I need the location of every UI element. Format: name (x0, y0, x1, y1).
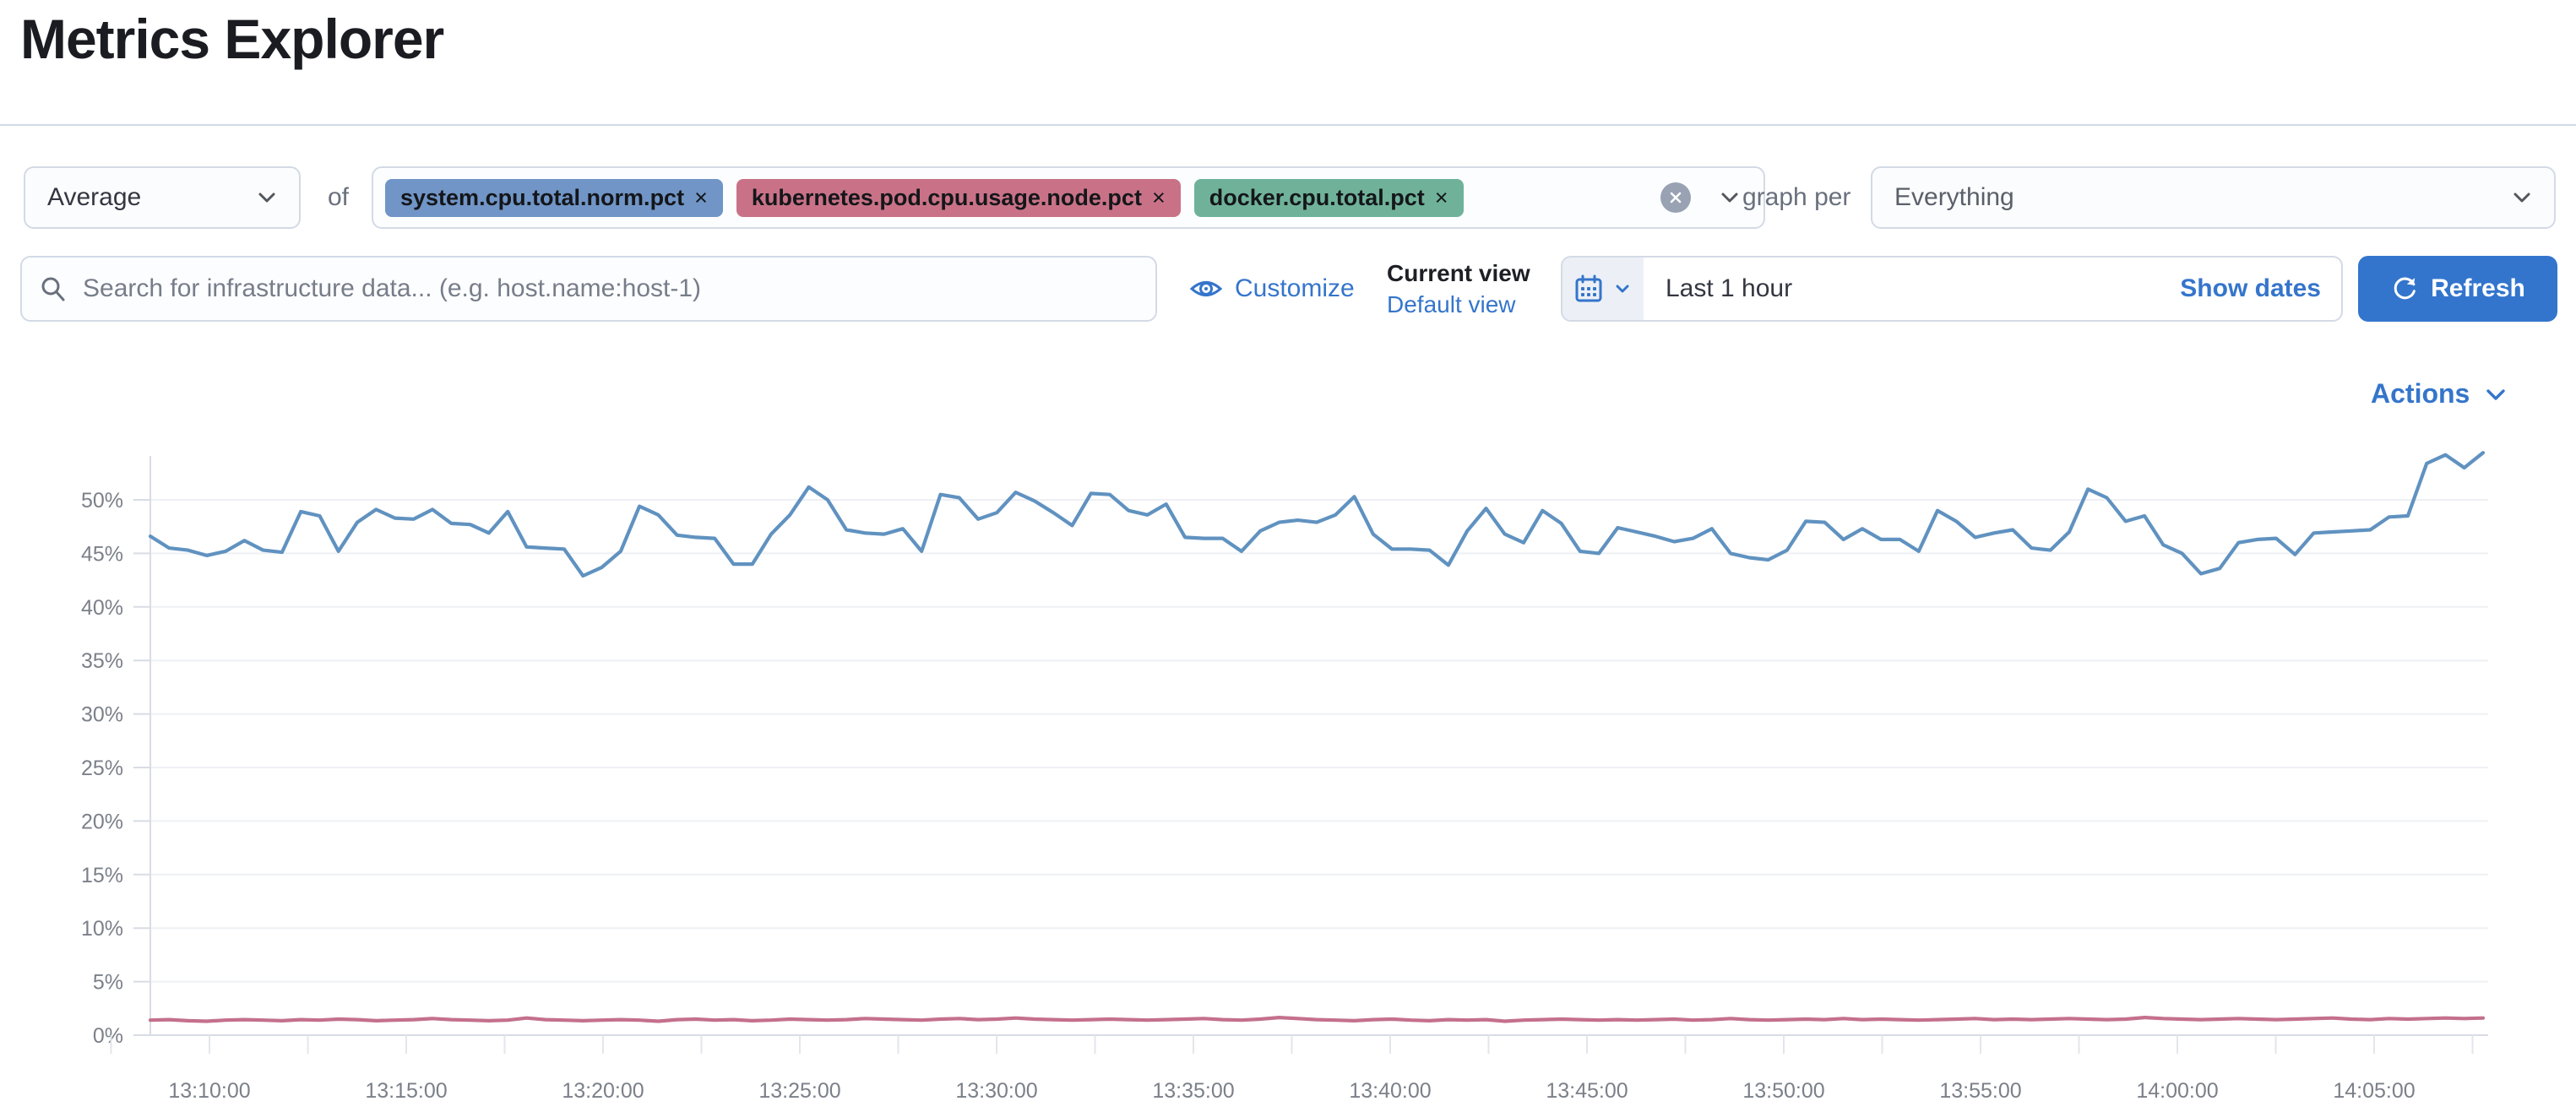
svg-text:0%: 0% (93, 1024, 123, 1048)
svg-text:10%: 10% (81, 917, 123, 941)
chevron-down-icon (2514, 193, 2530, 203)
graph-per-selected-value: Everything (1894, 183, 2014, 211)
current-view-label: Current view (1387, 260, 1530, 286)
svg-text:13:45:00: 13:45:00 (1546, 1079, 1628, 1103)
svg-text:45%: 45% (81, 542, 123, 566)
metric-pill-label: kubernetes.pod.cpu.usage.node.pct (751, 184, 1142, 210)
svg-text:13:55:00: 13:55:00 (1939, 1079, 2021, 1103)
svg-text:14:00:00: 14:00:00 (2136, 1079, 2218, 1103)
svg-text:13:50:00: 13:50:00 (1742, 1079, 1824, 1103)
quick-select-menu-button[interactable] (1562, 258, 1644, 320)
aggregation-select[interactable]: Average (24, 166, 301, 229)
chevron-down-icon (258, 193, 275, 203)
clear-metrics-button[interactable] (1660, 182, 1691, 213)
search-field[interactable] (20, 256, 1157, 322)
remove-metric-icon[interactable]: × (1434, 184, 1448, 210)
svg-text:5%: 5% (93, 971, 123, 995)
svg-text:20%: 20% (81, 810, 123, 833)
svg-text:50%: 50% (81, 489, 123, 513)
search-input[interactable] (83, 274, 1139, 303)
time-range-picker: Last 1 hour Show dates (1561, 256, 2343, 322)
metric-pill-label: system.cpu.total.norm.pct (400, 184, 685, 210)
svg-text:13:20:00: 13:20:00 (562, 1079, 644, 1103)
svg-text:35%: 35% (81, 649, 123, 673)
svg-text:13:30:00: 13:30:00 (955, 1079, 1037, 1103)
show-dates-button[interactable]: Show dates (2180, 274, 2321, 302)
refresh-label: Refresh (2431, 274, 2525, 302)
svg-text:13:15:00: 13:15:00 (365, 1079, 447, 1103)
svg-text:40%: 40% (81, 596, 123, 620)
svg-text:13:35:00: 13:35:00 (1152, 1079, 1234, 1103)
actions-label: Actions (2371, 378, 2470, 409)
chevron-down-icon[interactable] (1716, 184, 1743, 211)
customize-label: Customize (1235, 274, 1355, 302)
svg-text:14:05:00: 14:05:00 (2333, 1079, 2415, 1103)
metric-pills: system.cpu.total.norm.pct × kubernetes.pod… (385, 178, 1464, 217)
refresh-icon (2394, 277, 2416, 300)
aggregation-selected-value: Average (47, 183, 142, 211)
eye-icon (1189, 281, 1223, 296)
remove-metric-icon[interactable]: × (1151, 184, 1166, 210)
default-view-link[interactable]: Default view (1387, 291, 1516, 317)
graph-per-select[interactable]: Everything (1871, 166, 2556, 229)
svg-text:30%: 30% (81, 703, 123, 727)
page-title: Metrics Explorer (20, 8, 444, 70)
of-label: of (328, 183, 350, 211)
customize-button[interactable]: Customize (1189, 256, 1355, 322)
metric-pill[interactable]: kubernetes.pod.cpu.usage.node.pct × (736, 178, 1181, 217)
svg-text:13:25:00: 13:25:00 (758, 1079, 840, 1103)
view-status: Current view Default view (1387, 258, 1530, 320)
search-icon (41, 277, 65, 301)
svg-text:25%: 25% (81, 757, 123, 780)
svg-text:13:10:00: 13:10:00 (168, 1079, 250, 1103)
line-chart: 0% 5% 10% 15% 20% 25% 30% 35% 40% 45% 50% 13:10:00 1… (81, 451, 2488, 1103)
metric-pill[interactable]: system.cpu.total.norm.pct × (385, 178, 723, 217)
chevron-down-icon (2486, 388, 2506, 400)
metric-pill-label: docker.cpu.total.pct (1209, 184, 1425, 210)
graph-per-label: graph per (1742, 183, 1851, 211)
metric-pill[interactable]: docker.cpu.total.pct × (1193, 178, 1464, 217)
svg-text:15%: 15% (81, 864, 123, 887)
remove-metric-icon[interactable]: × (694, 184, 708, 210)
calendar-icon (1575, 274, 1602, 302)
title-divider (0, 124, 2576, 126)
metrics-chart[interactable]: 0% 5% 10% 15% 20% 25% 30% 35% 40% 45% 50% 13:10:00 1… (0, 422, 2576, 1108)
actions-menu-button[interactable]: Actions (2371, 378, 2510, 410)
chevron-down-icon (1616, 285, 1629, 293)
refresh-button[interactable]: Refresh (2358, 256, 2557, 322)
metrics-combobox[interactable]: system.cpu.total.norm.pct × kubernetes.pod… (372, 166, 1765, 229)
close-icon (1670, 192, 1682, 203)
svg-text:13:40:00: 13:40:00 (1349, 1079, 1431, 1103)
time-range-value[interactable]: Last 1 hour (1666, 274, 1793, 302)
